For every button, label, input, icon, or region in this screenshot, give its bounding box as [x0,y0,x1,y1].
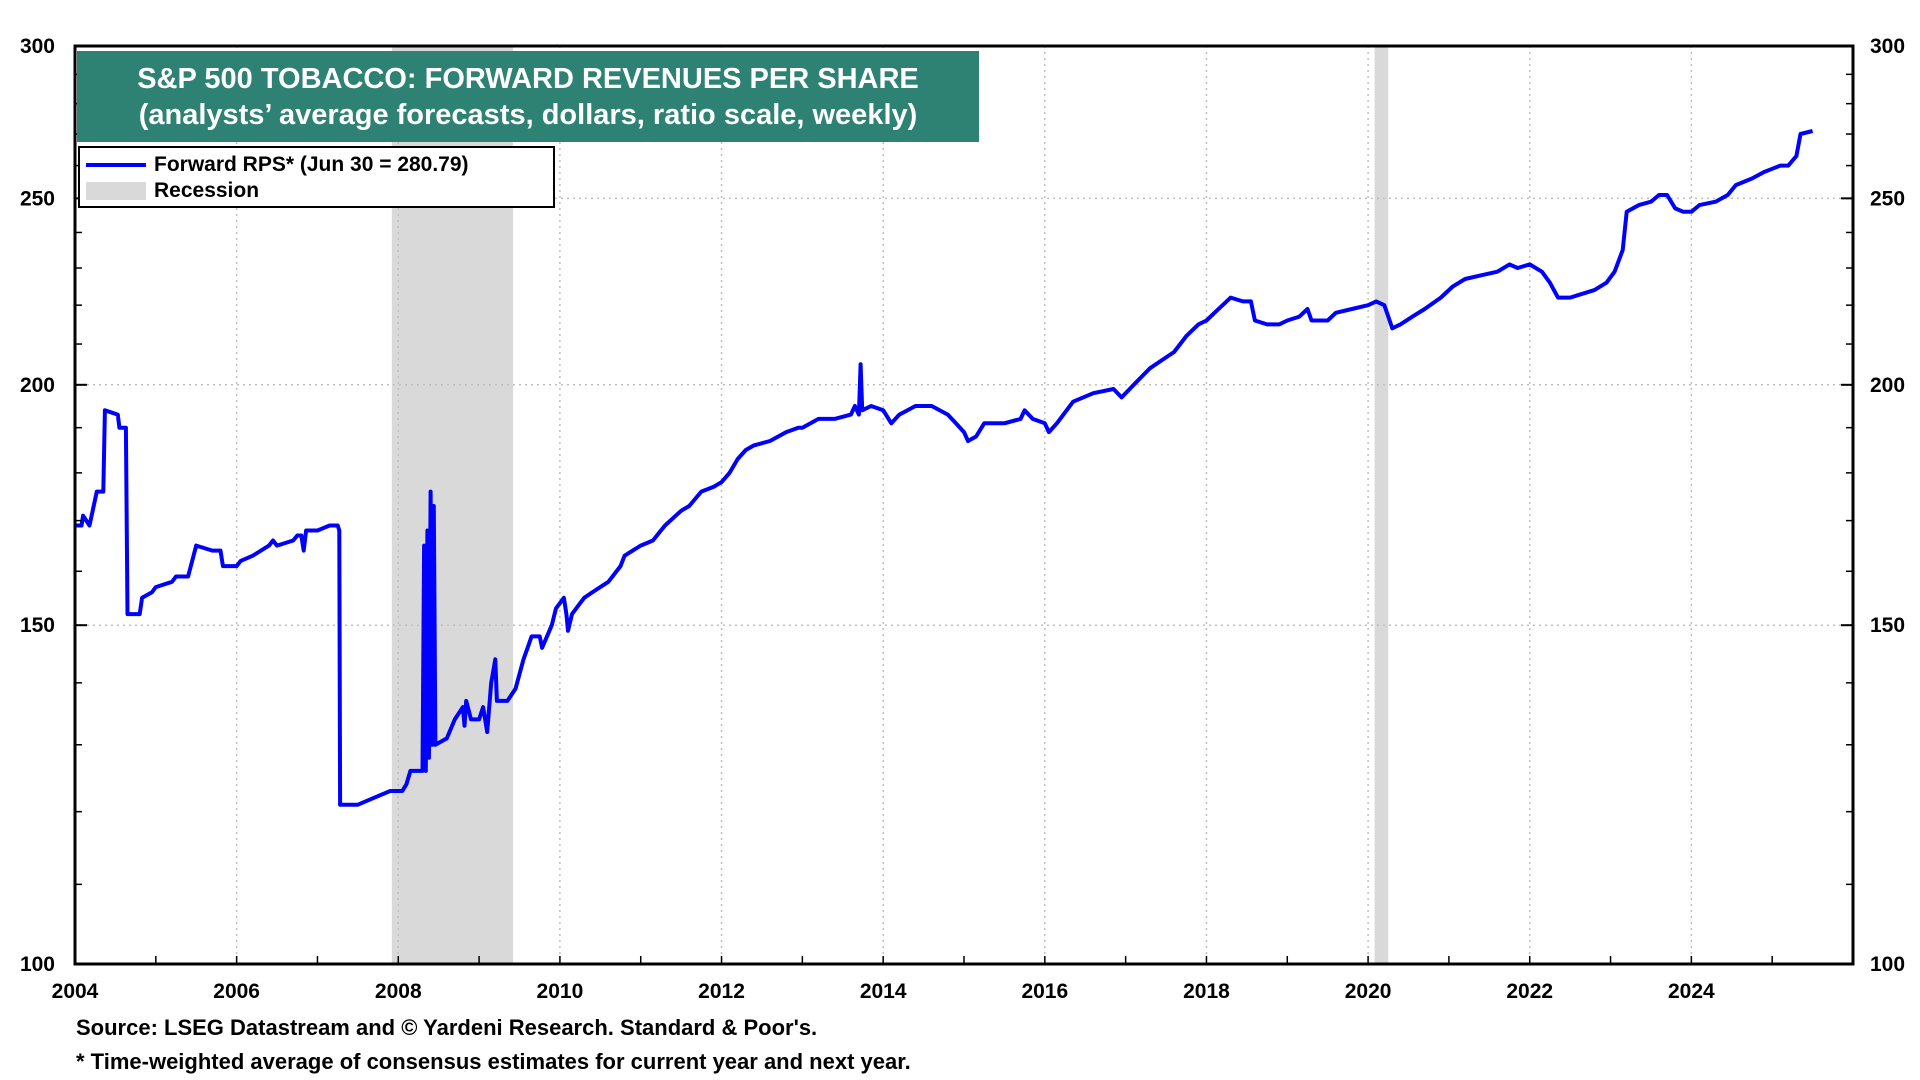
legend-item-series: Forward RPS* (Jun 30 = 280.79) [86,152,469,178]
x-tick-label: 2014 [860,980,907,1003]
axis-ticks: 300 300 250 250 200 200 150 150 100 100 2004 2006 20… [20,35,1905,1003]
chart-subtitle: (analysts’ average forecasts, dollars, r… [138,98,918,131]
y-tick-label-right: 300 [1870,35,1905,58]
chart-title: S&P 500 TOBACCO: FORWARD REVENUES PER SH… [137,62,919,95]
footnote: * Time-weighted average of consensus est… [76,1049,911,1074]
x-tick-label: 2016 [1021,980,1068,1003]
legend-recession-swatch [86,182,146,200]
x-tick-label: 2018 [1183,980,1230,1003]
x-tick-label: 2012 [698,980,745,1003]
x-tick-label: 2020 [1345,980,1392,1003]
x-tick-label: 2024 [1668,980,1715,1003]
y-tick-label-left: 150 [20,614,55,637]
legend-recession-label: Recession [154,179,260,202]
y-tick-label-left: 300 [20,35,55,58]
x-tick-label: 2010 [537,980,584,1003]
grid-lines [75,46,1853,964]
y-tick-label-right: 200 [1870,374,1905,397]
x-tick-label: 2004 [52,980,99,1003]
series-layer [75,129,1814,807]
recession-band-2 [1374,46,1389,964]
y-tick-label-right: 250 [1870,187,1905,210]
legend: Forward RPS* (Jun 30 = 280.79) Recession [78,146,555,208]
legend-item-recession: Recession [86,178,259,204]
y-tick-label-right: 150 [1870,614,1905,637]
x-tick-label: 2006 [213,980,260,1003]
x-tick-label: 2008 [375,980,422,1003]
legend-line-swatch [86,163,146,167]
source-note: Source: LSEG Datastream and © Yardeni Re… [76,1015,818,1040]
series-line-forward-rps [75,129,1814,807]
legend-series-label: Forward RPS* (Jun 30 = 280.79) [154,153,469,176]
y-tick-label-left: 200 [20,374,55,397]
y-tick-label-right: 100 [1870,953,1905,976]
x-tick-label: 2022 [1506,980,1553,1003]
y-tick-label-left: 100 [20,953,55,976]
y-tick-label-left: 250 [20,187,55,210]
chart-title-box: S&P 500 TOBACCO: FORWARD REVENUES PER SH… [77,51,979,142]
